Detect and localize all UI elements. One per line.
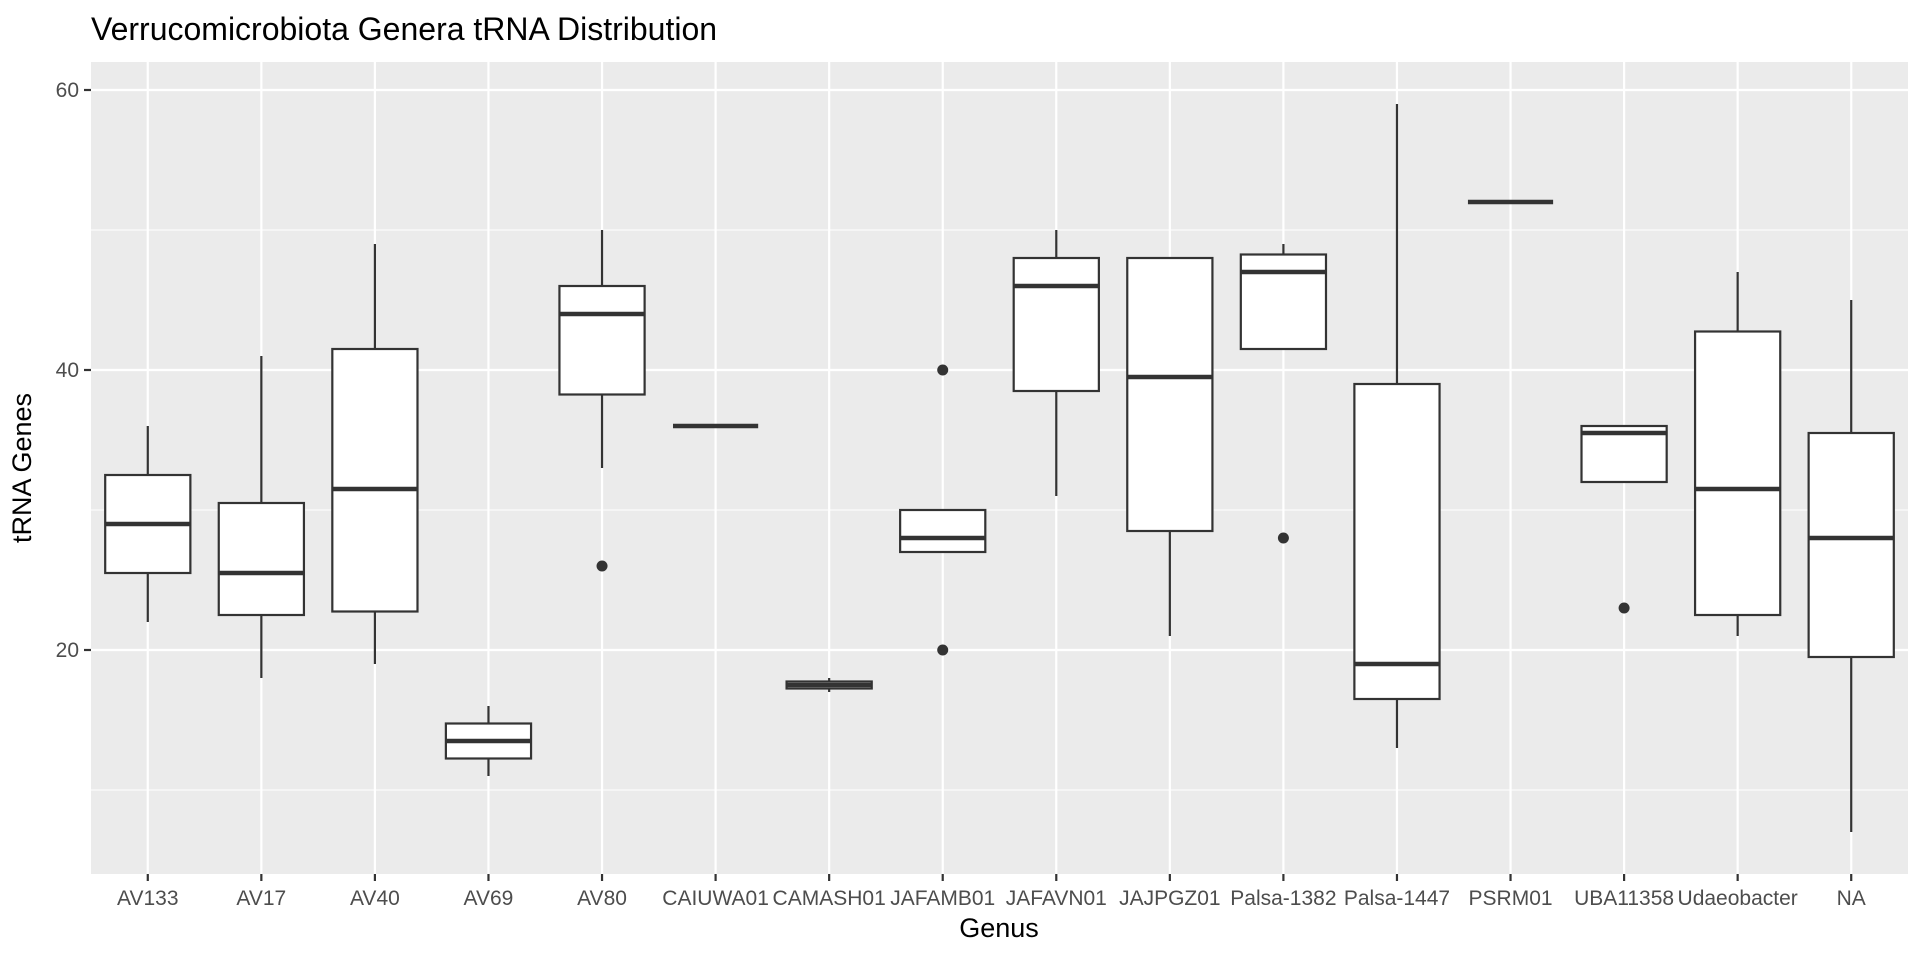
box-body xyxy=(1807,431,1895,659)
box-JAJPGZ01 xyxy=(1126,256,1214,636)
outlier-point xyxy=(937,364,949,376)
x-tick-label: Palsa-1382 xyxy=(1230,887,1336,910)
x-tick-label: AV40 xyxy=(350,887,400,910)
box-JAFAMB01 xyxy=(899,364,987,656)
y-tick-label: 40 xyxy=(56,359,79,382)
x-tick-label: AV80 xyxy=(577,887,627,910)
box-body xyxy=(1239,253,1328,351)
box-AV40 xyxy=(331,244,419,664)
box-body xyxy=(1353,382,1441,701)
chart-title: Verrucomicrobiota Genera tRNA Distributi… xyxy=(91,11,717,47)
box-Udaeobacter xyxy=(1693,272,1782,636)
boxes xyxy=(104,104,1895,832)
x-tick-label: NA xyxy=(1837,887,1866,910)
box-NA xyxy=(1807,300,1895,832)
outlier-point xyxy=(1277,532,1289,544)
x-tick-label: JAJPGZ01 xyxy=(1119,887,1221,910)
outlier-point xyxy=(1618,602,1630,614)
box-Palsa-1382 xyxy=(1239,244,1328,544)
x-axis-ticks: AV133 AV17 AV40 AV69 AV80 CAIUWA01 CAMASH01 JAF… xyxy=(117,874,1866,910)
box-body xyxy=(1693,330,1782,617)
box-AV69 xyxy=(444,706,533,776)
box-body xyxy=(558,284,646,396)
x-tick-label: CAMASH01 xyxy=(773,887,886,910)
outlier-point xyxy=(937,644,949,656)
box-body xyxy=(217,501,306,617)
x-tick-label: AV69 xyxy=(464,887,514,910)
x-tick-label: AV133 xyxy=(117,887,179,910)
box-JAFAVN01 xyxy=(1012,230,1100,496)
box-Palsa-1447 xyxy=(1353,104,1441,748)
box-AV133 xyxy=(104,426,192,622)
x-tick-label: AV17 xyxy=(236,887,286,910)
box-body xyxy=(1126,256,1214,533)
y-axis-ticks: 20 40 60 xyxy=(56,79,91,662)
x-axis-title: Genus xyxy=(959,913,1039,943)
box-AV17 xyxy=(217,356,306,678)
x-tick-label: CAIUWA01 xyxy=(662,887,769,910)
box-body xyxy=(899,508,987,554)
x-tick-label: Udaeobacter xyxy=(1678,887,1798,910)
x-tick-label: PSRM01 xyxy=(1469,887,1553,910)
x-tick-label: JAFAVN01 xyxy=(1006,887,1107,910)
box-CAMASH01 xyxy=(785,678,873,692)
box-UBA11358 xyxy=(1580,424,1668,614)
y-tick-label: 20 xyxy=(56,639,79,662)
box-AV80 xyxy=(558,230,646,572)
box-body xyxy=(331,347,419,613)
box-body xyxy=(1012,256,1100,393)
box-body xyxy=(1580,424,1668,484)
x-tick-label: JAFAMB01 xyxy=(890,887,995,910)
outlier-point xyxy=(596,560,608,572)
y-tick-label: 60 xyxy=(56,79,79,102)
x-tick-label: Palsa-1447 xyxy=(1344,887,1450,910)
x-tick-label: UBA11358 xyxy=(1574,887,1674,910)
y-axis-title: tRNA Genes xyxy=(7,393,37,543)
